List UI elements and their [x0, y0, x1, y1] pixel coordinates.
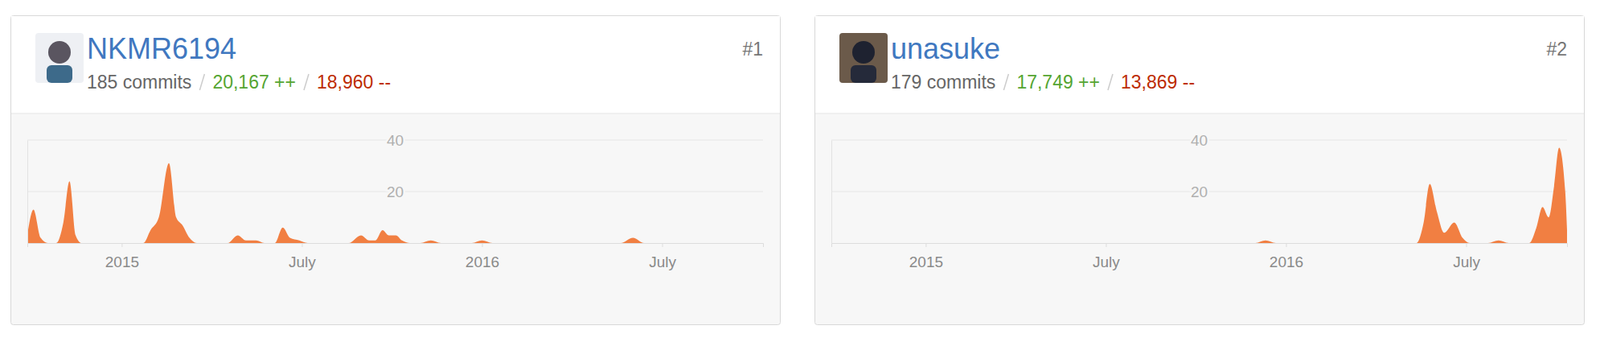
additions: 17,749 ++	[1016, 71, 1100, 93]
y-tick: 40	[831, 131, 1208, 149]
x-tick: 2015	[105, 242, 140, 271]
separator	[1107, 73, 1113, 91]
x-axis-line	[832, 243, 1568, 248]
commit-area	[831, 147, 1568, 243]
contributor-name[interactable]: NKMR6194	[86, 32, 237, 66]
panel-header	[815, 16, 1584, 114]
x-tick-label: 2015	[909, 253, 944, 271]
x-tick: 2015	[909, 242, 944, 271]
contributor-panel: NKMR6194 #1 185 commits 20,167 ++ 18,960 -- 2…	[11, 16, 781, 325]
commit-count: 179 commits	[890, 71, 996, 93]
x-axis: 2015 July 2016 July	[28, 242, 764, 271]
panel-frame	[815, 16, 1585, 325]
page: NKMR6194 #1 185 commits 20,167 ++ 18,960 -- 2…	[0, 0, 1600, 338]
x-tick-mark	[121, 242, 123, 247]
x-axis: 2015 July 2016 July	[832, 242, 1568, 271]
rank: #2	[1546, 38, 1568, 60]
y-tick-label: 40	[386, 131, 404, 149]
x-tick-label: 2015	[105, 253, 140, 271]
y-axis-line	[831, 140, 833, 244]
separator	[199, 73, 205, 91]
x-tick-label: 2016	[1269, 253, 1304, 271]
contributor-name[interactable]: unasuke	[890, 32, 1001, 66]
y-tick: 20	[27, 183, 404, 201]
x-tick-label: July	[648, 253, 677, 271]
y-tick-label: 20	[1190, 183, 1208, 201]
panel-frame	[11, 16, 781, 325]
y-axis: 2040	[27, 131, 404, 244]
avatar[interactable]	[839, 32, 888, 83]
rank: #1	[742, 38, 764, 60]
commit-count: 185 commits	[86, 71, 192, 93]
y-tick: 20	[831, 183, 1208, 201]
header-divider	[11, 113, 780, 115]
x-tick-mark	[301, 242, 303, 247]
avatar[interactable]	[35, 32, 84, 83]
deletions: 13,869 --	[1120, 71, 1195, 93]
x-tick-mark	[1285, 242, 1287, 247]
avatar-bg	[839, 32, 888, 83]
x-tick-label: 2016	[465, 253, 500, 271]
y-tick-label: 20	[386, 183, 404, 201]
y-axis: 2040	[831, 131, 1208, 244]
x-tick-label: July	[1092, 253, 1120, 271]
x-tick: 2016	[465, 242, 500, 271]
avatar-bg	[35, 32, 84, 83]
x-tick-mark	[481, 242, 483, 247]
x-tick: July	[288, 242, 316, 271]
x-tick-mark	[662, 242, 664, 247]
x-tick-label: July	[288, 253, 316, 271]
deletions: 18,960 --	[316, 71, 391, 93]
separator	[303, 73, 309, 91]
x-tick: July	[1092, 242, 1120, 271]
separator	[1003, 73, 1009, 91]
additions: 20,167 ++	[212, 71, 296, 93]
x-tick-mark	[1466, 242, 1468, 247]
x-tick-label: July	[1452, 253, 1481, 271]
y-tick: 40	[27, 131, 404, 149]
panel-header	[11, 16, 780, 114]
plot-area	[27, 163, 764, 243]
avatar-body	[46, 65, 73, 83]
x-tick: July	[648, 242, 677, 271]
avatar-body	[850, 65, 877, 83]
x-tick-mark	[1105, 242, 1107, 247]
x-tick: July	[1452, 242, 1481, 271]
avatar-head	[852, 41, 875, 64]
avatar-head	[48, 41, 71, 64]
plot-area	[831, 147, 1568, 243]
contributor-panel: unasuke #2 179 commits 17,749 ++ 13,869 -- 20…	[815, 16, 1585, 325]
x-tick: 2016	[1269, 242, 1304, 271]
x-axis-line	[28, 243, 764, 248]
commit-area	[27, 163, 764, 243]
x-tick-mark	[925, 242, 927, 247]
y-tick-label: 40	[1190, 131, 1208, 149]
header-divider	[815, 113, 1584, 115]
y-axis-line	[27, 140, 29, 244]
